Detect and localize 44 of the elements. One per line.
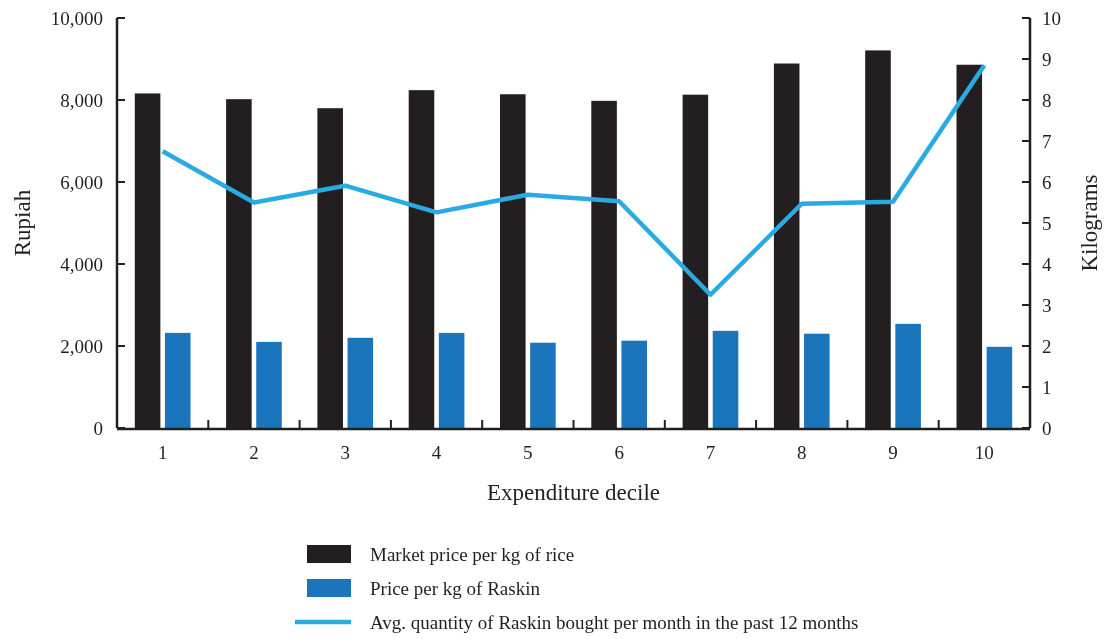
bar [712,330,739,428]
y-tick-label: 4,000 [60,253,103,275]
legend-label: Market price per kg of rice [370,543,575,565]
y-tick-label: 10,000 [50,7,103,29]
y2-tick-label: 1 [1042,376,1052,398]
y-tick-label: 8,000 [60,89,103,111]
y2-tick-label: 8 [1042,89,1052,111]
x-tick-label: 6 [614,442,624,463]
x-tick-label: 3 [340,442,350,463]
bar [438,332,465,428]
y2-tick-label: 7 [1042,130,1052,152]
y2-tick-label: 4 [1042,253,1052,275]
x-tick-label: 1 [157,442,168,463]
y2-tick-label: 5 [1042,212,1052,234]
bar [164,332,191,428]
x-tick-label: 4 [431,442,442,463]
bar [986,346,1013,428]
line-series [160,62,987,297]
y2-tick-label: 0 [1042,417,1052,439]
bar [530,342,556,428]
legend-label: Avg. quantity of Raskin bought per month in the past 12 months [370,611,859,633]
y2-tick-label: 9 [1042,48,1052,70]
y2-tick-label: 10 [1042,7,1061,29]
y2-tick-label: 6 [1042,171,1052,193]
bar [804,333,830,428]
y-axis-title: Rupiah [10,189,35,257]
x-axis-title: Expenditure decile [486,480,661,505]
bar [895,323,921,428]
x-tick-label: 9 [888,442,898,463]
y2-axis-title: Kilograms [1077,174,1102,272]
y-tick-label: 2,000 [60,335,103,357]
y-tick-label: 6,000 [60,171,103,193]
y2-tick-label: 2 [1042,335,1052,357]
legend-label: Price per kg of Raskin [370,577,541,599]
x-tick-label: 7 [705,442,716,463]
x-tick-label: 5 [523,442,533,463]
x-tick-label: 2 [249,442,259,463]
bar [621,340,647,428]
x-tick-label: 10 [974,442,994,463]
x-tick-label: 8 [797,442,807,463]
bar [256,341,282,428]
y2-tick-label: 3 [1042,294,1052,316]
y-tick-label: 0 [93,417,103,439]
bar [347,337,374,428]
